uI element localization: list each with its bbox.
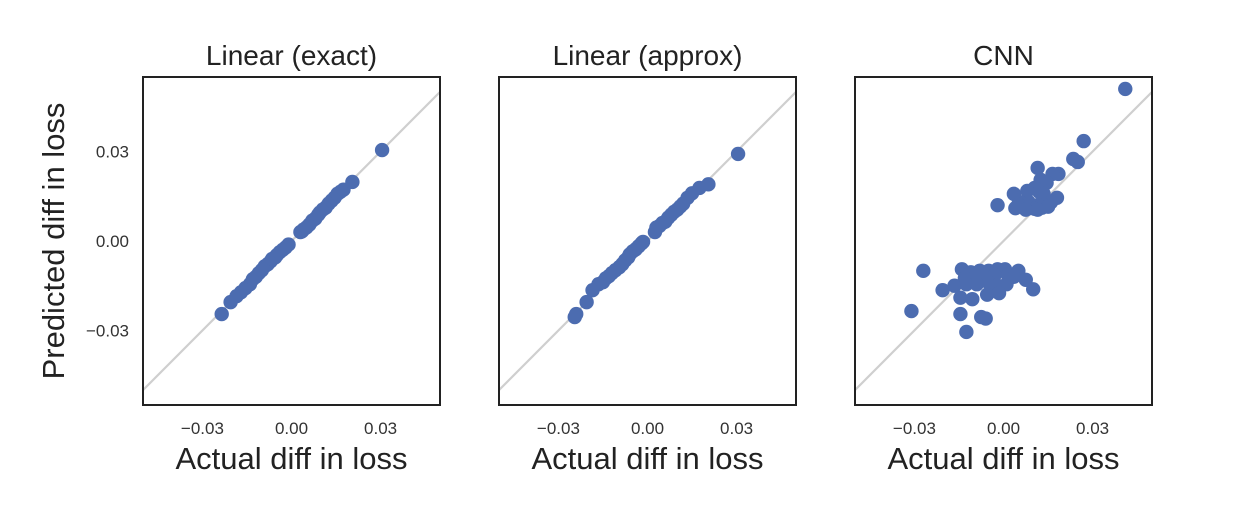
chart-title: Linear (exact) [206, 40, 377, 71]
data-point [635, 234, 651, 250]
data-point [345, 174, 360, 190]
shared-y-axis-label: Predicted diff in loss [36, 103, 71, 380]
chart-title: CNN [973, 40, 1034, 71]
data-point [935, 283, 950, 298]
plot-frame [498, 76, 797, 406]
x-tick-label: 0.00 [987, 419, 1020, 438]
data-point [990, 198, 1005, 213]
data-point [281, 237, 296, 252]
plot-frame [142, 76, 441, 406]
data-point [730, 146, 746, 162]
data-point [214, 306, 229, 322]
data-point [991, 285, 1007, 301]
y-tick-label: −0.03 [86, 321, 129, 340]
data-point [1026, 282, 1041, 297]
data-point [953, 290, 968, 305]
x-tick-label: 0.03 [364, 419, 397, 438]
chart-title: Linear (approx) [553, 40, 743, 71]
x-tick-label: 0.00 [275, 419, 308, 438]
data-point [1018, 202, 1033, 217]
chart-panel-3: CNN −0.03 0.00 0.03 Actual diff in loss [854, 40, 1153, 476]
x-tick-label: −0.03 [537, 419, 580, 438]
data-point [959, 324, 974, 340]
chart-panel-1: Linear (exact) −0.03 0.00 0.03 −0.03 0.00 0.03… [86, 40, 441, 476]
data-point [979, 287, 995, 302]
data-point [701, 177, 716, 192]
x-axis-label: Actual diff in loss [531, 441, 763, 476]
x-tick-label: 0.00 [631, 419, 664, 438]
data-point [1020, 183, 1035, 199]
data-point [978, 311, 993, 326]
data-point [904, 303, 919, 319]
data-point [969, 277, 984, 292]
x-tick-label: −0.03 [893, 419, 936, 438]
x-axis-label: Actual diff in loss [887, 441, 1119, 476]
data-point [953, 306, 968, 322]
y-tick-label: 0.03 [96, 143, 129, 162]
data-point [1030, 202, 1045, 217]
x-tick-label: −0.03 [181, 419, 224, 438]
data-point [1030, 160, 1045, 176]
data-point [1066, 151, 1081, 167]
identity-line [855, 90, 1152, 392]
data-point [374, 142, 390, 158]
data-point [579, 294, 594, 310]
data-point [947, 278, 962, 293]
data-point [916, 263, 931, 279]
data-point [965, 291, 980, 307]
data-point [569, 306, 584, 322]
x-tick-label: 0.03 [720, 419, 753, 438]
chart-panel-2: Linear (approx) −0.03 0.00 0.03 Actual diff … [498, 40, 797, 476]
x-tick-label: 0.03 [1076, 419, 1109, 438]
data-point [959, 277, 974, 292]
x-axis-label: Actual diff in loss [175, 441, 407, 476]
y-tick-label: 0.00 [96, 232, 129, 251]
data-point [1118, 81, 1133, 97]
data-point [1076, 133, 1091, 149]
plot-frame [854, 76, 1153, 406]
